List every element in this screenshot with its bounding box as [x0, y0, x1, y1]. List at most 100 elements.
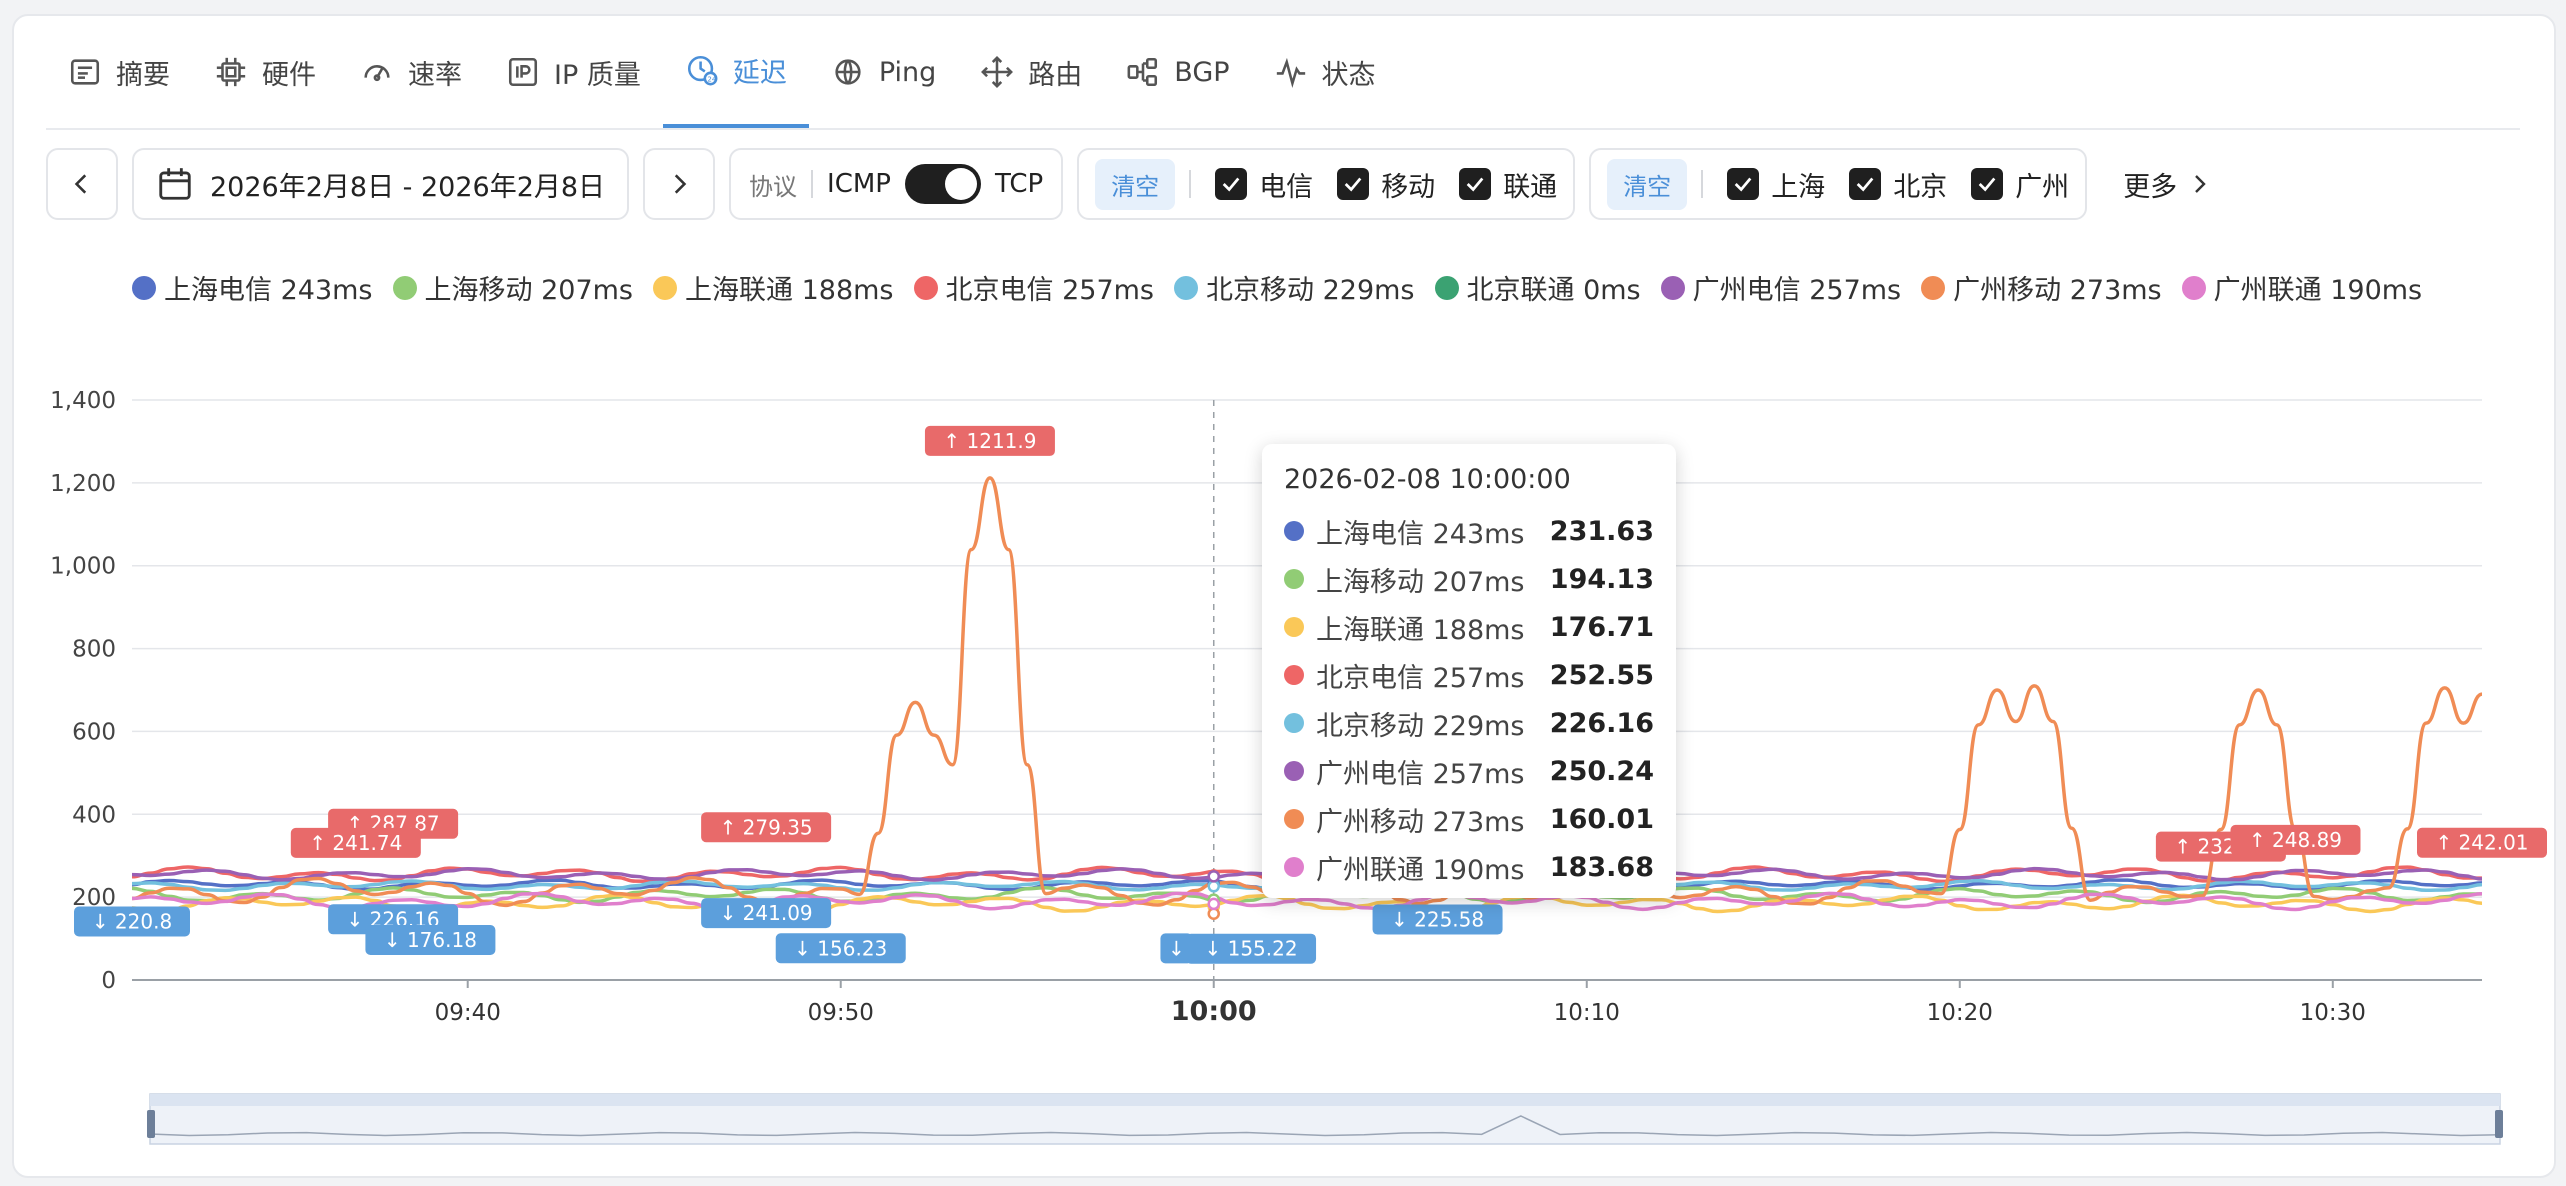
marker-badge-bg	[290, 827, 421, 858]
legend-item[interactable]: 广州电信 257ms	[1660, 268, 1902, 307]
legend-label: 上海移动 207ms	[424, 275, 634, 306]
more-filters-button[interactable]: 更多	[2123, 165, 2211, 204]
tab-status[interactable]: 状态	[1252, 16, 1398, 128]
tooltip-row: 广州电信 257ms 250.24	[1284, 747, 1654, 795]
legend-swatch	[1434, 275, 1459, 300]
series-line[interactable]	[131, 893, 2483, 914]
marker-badge-bg	[775, 933, 906, 964]
latency-clock-icon: 24	[687, 55, 718, 86]
tooltip-series-name: 北京移动 229ms	[1316, 710, 1525, 742]
tooltip-rows: 上海电信 243ms 231.63 上海移动 207ms 194.13 上海联通 188…	[1284, 507, 1654, 891]
checkbox-label: 电信	[1259, 171, 1314, 203]
more-label: 更多	[2123, 171, 2178, 203]
city-clear-button[interactable]: 清空	[1607, 158, 1688, 210]
checkbox-checked-icon	[1849, 168, 1882, 200]
tab-bar: 摘要 硬件 速率 IP 质量 24 延迟 Ping 路由 BGP	[46, 16, 2520, 130]
marker-badge: ↑ 248.89	[2230, 824, 2361, 855]
series-line[interactable]	[131, 891, 2483, 912]
legend-label: 北京联通 0ms	[1466, 275, 1641, 306]
legend-label: 北京电信 257ms	[945, 275, 1155, 306]
chevron-left-icon	[74, 174, 87, 194]
marker-badge: ↓ 220.8	[74, 906, 190, 937]
tab-route[interactable]: 路由	[958, 16, 1104, 128]
city-checkbox-beijing[interactable]: 北京	[1849, 165, 1947, 204]
tooltip-row: 广州联通 190ms 183.68	[1284, 843, 1654, 891]
date-range-picker[interactable]: 2026年2月8日 - 2026年2月8日	[132, 148, 630, 220]
y-tick-label: 600	[72, 719, 116, 745]
tab-label: 路由	[1028, 59, 1083, 91]
city-checkbox-guangzhou[interactable]: 广州	[1971, 165, 2069, 204]
marker-badge: ↑ 1211.9	[924, 425, 1055, 456]
isp-checkbox-unicom[interactable]: 联通	[1459, 165, 1557, 204]
isp-checkbox-mobile[interactable]: 移动	[1337, 165, 1435, 204]
legend-item[interactable]: 上海联通 188ms	[653, 268, 894, 307]
zoom-handle-right[interactable]	[2495, 1110, 2503, 1138]
tab-summary[interactable]: 摘要	[46, 16, 192, 128]
protocol-toggle[interactable]	[904, 164, 981, 204]
legend-item[interactable]: 上海移动 207ms	[392, 268, 634, 307]
protocol-switch-group: 协议 ICMP TCP	[729, 148, 1064, 220]
chart-tooltip: 2026-02-08 10:00:00 上海电信 243ms 231.63 上海移动…	[1262, 444, 1676, 898]
tooltip-value: 194.13	[1549, 563, 1654, 595]
divider	[1701, 170, 1704, 198]
legend-swatch	[653, 275, 677, 300]
prev-date-button[interactable]	[46, 148, 118, 220]
tooltip-swatch	[1284, 617, 1304, 637]
filter-bar: 2026年2月8日 - 2026年2月8日 协议 ICMP TCP 清空 电信 …	[46, 146, 2211, 222]
marker-badge-bg	[1160, 933, 1193, 964]
marker-badge-bg	[365, 925, 496, 956]
marker-label: ↓ 176.18	[384, 928, 477, 952]
legend-label: 上海联通 188ms	[685, 275, 894, 306]
tooltip-row: 上海电信 243ms 231.63	[1284, 507, 1654, 555]
marker-badge-bg	[701, 812, 832, 843]
x-tick-label: 10:00	[1171, 996, 1257, 1027]
marker-badge: ↑ 241.74	[290, 827, 421, 858]
zoom-slider-top-bar[interactable]	[150, 1094, 2500, 1106]
legend-item[interactable]: 上海电信 243ms	[132, 268, 373, 307]
tab-latency[interactable]: 24 延迟	[662, 16, 809, 128]
crosshair-point	[1207, 897, 1220, 911]
marker-badge-bg	[701, 898, 832, 929]
gauge-icon	[364, 65, 390, 82]
tab-ip-quality[interactable]: IP 质量	[484, 16, 663, 128]
tab-speed[interactable]: 速率	[338, 16, 484, 128]
legend-item[interactable]: 北京电信 257ms	[913, 268, 1155, 307]
toggle-knob	[944, 168, 977, 200]
marker-label: ↓ 156.23	[794, 936, 887, 960]
svg-text:24: 24	[707, 74, 717, 83]
tooltip-series-name: 广州电信 257ms	[1316, 758, 1525, 790]
legend-item[interactable]: 北京联通 0ms	[1434, 268, 1641, 307]
crosshair-point	[1207, 907, 1220, 920]
tab-ping[interactable]: Ping	[809, 16, 958, 128]
tab-bgp[interactable]: BGP	[1104, 16, 1251, 128]
legend-item[interactable]: 广州移动 273ms	[1921, 268, 2162, 307]
marker-badge: ↓ 176.18	[365, 925, 496, 956]
legend-swatch	[2181, 275, 2206, 300]
legend-item[interactable]: 广州联通 190ms	[2181, 268, 2422, 307]
tooltip-swatch	[1284, 569, 1304, 589]
isp-checkbox-telecom[interactable]: 电信	[1215, 165, 1313, 204]
chip-icon	[216, 57, 246, 87]
next-date-button[interactable]	[643, 148, 716, 220]
tooltip-swatch	[1284, 521, 1304, 541]
tab-hardware[interactable]: 硬件	[192, 16, 338, 128]
isp-filter-group: 清空 电信 移动 联通	[1077, 148, 1576, 220]
divider	[811, 170, 814, 198]
tab-label: 延迟	[732, 57, 787, 89]
zoom-handle-left[interactable]	[147, 1110, 155, 1138]
summary-icon	[70, 59, 100, 85]
tab-label: 状态	[1321, 59, 1376, 91]
isp-clear-button[interactable]: 清空	[1095, 158, 1176, 210]
legend-item[interactable]: 北京移动 229ms	[1174, 268, 1415, 307]
globe-icon	[835, 59, 861, 85]
legend-label: 北京移动 229ms	[1206, 275, 1415, 306]
marker-badge: ↓ 155.22	[1186, 933, 1317, 964]
tooltip-value: 183.68	[1549, 851, 1654, 883]
legend-label: 广州电信 257ms	[1692, 275, 1902, 306]
marker-label: ↑ 242.01	[2435, 831, 2528, 855]
legend-label: 上海电信 243ms	[164, 275, 373, 306]
tooltip-row: 上海联通 188ms 176.71	[1284, 603, 1654, 651]
checkbox-checked-icon	[1971, 168, 2004, 200]
tooltip-row: 北京电信 257ms 252.55	[1284, 651, 1654, 699]
city-checkbox-shanghai[interactable]: 上海	[1727, 165, 1825, 204]
